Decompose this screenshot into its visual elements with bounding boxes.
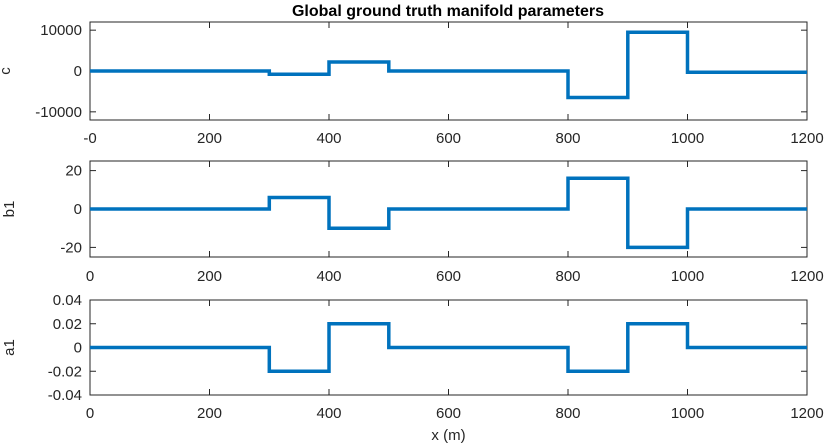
y-tick-label: 0 <box>74 63 82 80</box>
y-tick-label: 0 <box>74 201 82 218</box>
x-tick-label: 800 <box>555 405 580 422</box>
y-tick-label: 10000 <box>40 22 82 39</box>
x-tick-label: 1000 <box>671 405 704 422</box>
x-tick-label: 600 <box>436 130 461 147</box>
subplot-1: -0 200 400 600 800 1000 1200 10000 0 -10000 c <box>0 21 824 147</box>
x-tick-label: 800 <box>555 268 580 285</box>
x-tick-label: 600 <box>436 405 461 422</box>
subplot-3: 0 200 400 600 800 1000 1200 0.04 0.02 0 -0.02 -0.04… <box>1 292 824 444</box>
x-tick-label: 200 <box>197 405 222 422</box>
series-line <box>90 176 807 250</box>
x-axis-label: x (m) <box>431 427 465 444</box>
y-tick-label: 20 <box>65 163 82 180</box>
x-tick-label: 1200 <box>790 268 823 285</box>
x-tick-label: 400 <box>316 268 341 285</box>
y-tick-label: 0.04 <box>53 292 82 309</box>
y-tick-label: -0.04 <box>48 387 82 404</box>
x-tick-label: 600 <box>436 268 461 285</box>
x-tick-label: 800 <box>555 130 580 147</box>
x-tick-label: 200 <box>197 130 222 147</box>
y-tick-label: -0.02 <box>48 363 82 380</box>
series-line <box>90 30 807 100</box>
chart-title: Global ground truth manifold parameters <box>292 3 604 20</box>
y-tick-label: 0.02 <box>53 316 82 333</box>
x-tick-label: 1200 <box>790 130 823 147</box>
y-tick-label: 0 <box>74 340 82 357</box>
y-tick-label: -10000 <box>35 104 82 121</box>
x-tick-label: 400 <box>316 130 341 147</box>
y-tick-label: -20 <box>60 239 82 256</box>
x-tick-label: 0 <box>86 268 94 285</box>
x-tick-label: 1000 <box>671 268 704 285</box>
x-tick-label: -0 <box>83 130 96 147</box>
x-tick-label: 200 <box>197 268 222 285</box>
x-tick-label: 0 <box>86 405 94 422</box>
series-line <box>90 322 807 374</box>
y-axis-label: a1 <box>1 339 18 356</box>
x-tick-label: 1000 <box>671 130 704 147</box>
x-tick-label: 400 <box>316 405 341 422</box>
y-axis-label: b1 <box>1 201 18 218</box>
x-tick-label: 1200 <box>790 405 823 422</box>
y-axis-label: c <box>0 67 14 75</box>
